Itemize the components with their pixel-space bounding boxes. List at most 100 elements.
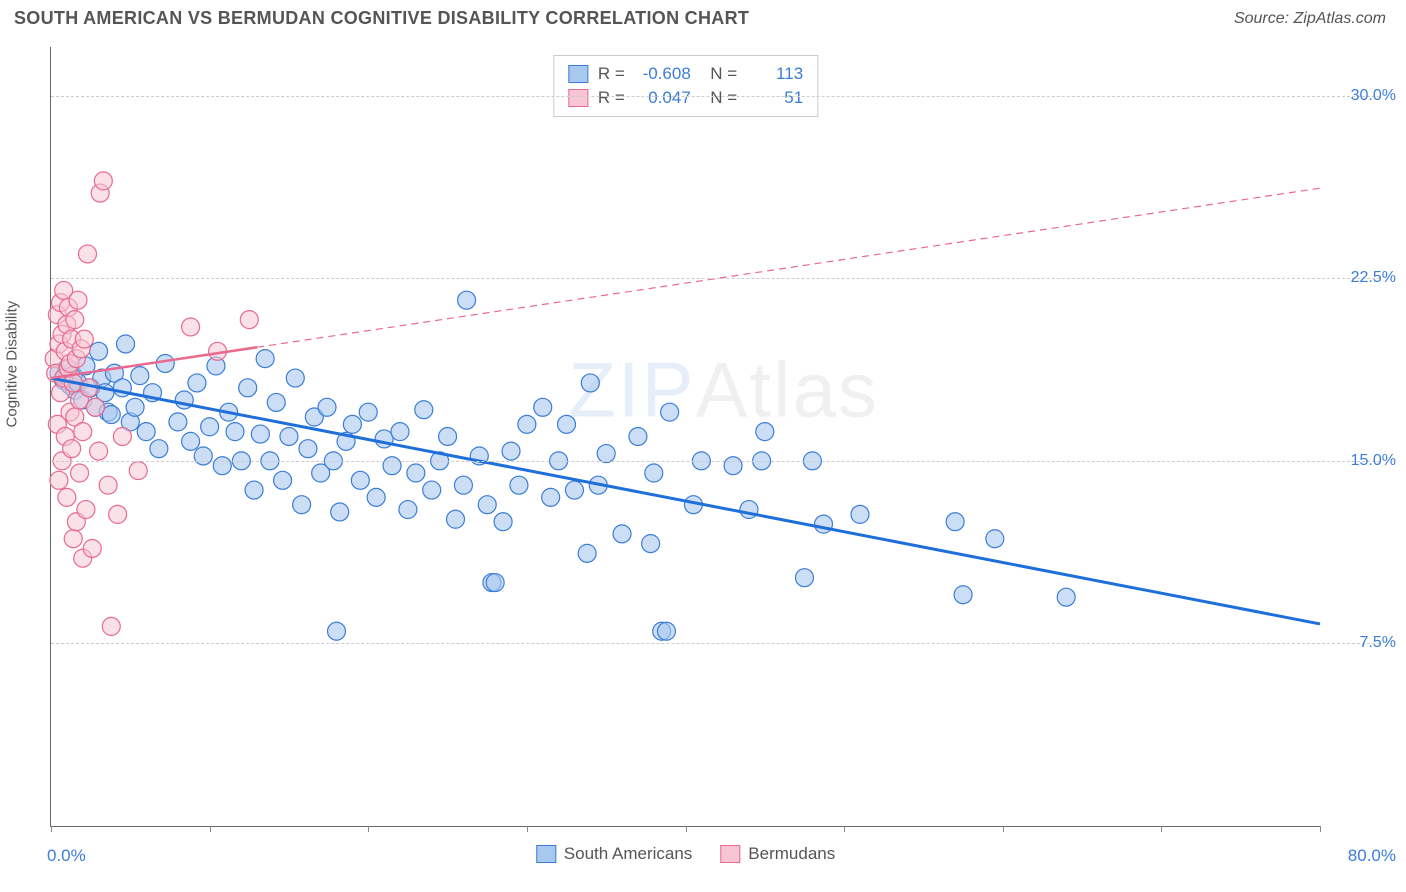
data-point [328, 622, 346, 640]
x-tick [527, 826, 528, 832]
data-point [486, 574, 504, 592]
data-point [274, 471, 292, 489]
data-point [90, 442, 108, 460]
x-origin-label: 0.0% [47, 846, 86, 866]
trend-line-blue [51, 378, 1320, 624]
chart-source: Source: ZipAtlas.com [1234, 10, 1386, 28]
data-point [131, 367, 149, 385]
data-point [613, 525, 631, 543]
data-point [542, 488, 560, 506]
data-point [74, 423, 92, 441]
n-value-pink: 51 [747, 88, 803, 108]
y-tick-label: 7.5% [1360, 634, 1396, 652]
data-point [439, 428, 457, 446]
legend-label-blue: South Americans [564, 844, 693, 864]
data-point [102, 406, 120, 424]
stats-legend: R = -0.608 N = 113 R = 0.047 N = 51 [553, 55, 818, 117]
data-point [986, 530, 1004, 548]
data-point [510, 476, 528, 494]
grid-line [51, 643, 1380, 644]
chart-title: SOUTH AMERICAN VS BERMUDAN COGNITIVE DIS… [14, 8, 749, 29]
data-point [226, 423, 244, 441]
data-point [182, 318, 200, 336]
data-point [280, 428, 298, 446]
data-point [407, 464, 425, 482]
data-point [90, 342, 108, 360]
x-tick [1320, 826, 1321, 832]
data-point [245, 481, 263, 499]
bottom-legend: South Americans Bermudans [536, 844, 835, 864]
data-point [629, 428, 647, 446]
r-value-pink: 0.047 [635, 88, 691, 108]
data-point [494, 513, 512, 531]
data-point [558, 415, 576, 433]
x-tick [51, 826, 52, 832]
data-point [597, 445, 615, 463]
x-tick [1003, 826, 1004, 832]
y-tick-label: 15.0% [1351, 452, 1396, 470]
data-point [201, 418, 219, 436]
data-point [78, 245, 96, 263]
data-point [109, 505, 127, 523]
data-point [534, 398, 552, 416]
grid-line [51, 278, 1380, 279]
data-point [156, 354, 174, 372]
data-point [77, 501, 95, 519]
data-point [267, 393, 285, 411]
data-point [194, 447, 212, 465]
data-point [239, 379, 257, 397]
data-point [213, 457, 231, 475]
x-tick [210, 826, 211, 832]
data-point [415, 401, 433, 419]
chart-header: SOUTH AMERICAN VS BERMUDAN COGNITIVE DIS… [0, 0, 1406, 37]
data-point [58, 488, 76, 506]
data-point [299, 440, 317, 458]
data-point [113, 428, 131, 446]
data-point [240, 311, 258, 329]
data-point [86, 398, 104, 416]
x-tick [1161, 826, 1162, 832]
data-point [447, 510, 465, 528]
data-point [251, 425, 269, 443]
data-point [399, 501, 417, 519]
data-point [286, 369, 304, 387]
y-tick-label: 30.0% [1351, 87, 1396, 105]
data-point [150, 440, 168, 458]
data-point [71, 464, 89, 482]
data-point [64, 530, 82, 548]
data-point [642, 535, 660, 553]
data-point [50, 471, 68, 489]
grid-line [51, 461, 1380, 462]
data-point [657, 622, 675, 640]
data-point [256, 350, 274, 368]
data-point [351, 471, 369, 489]
data-point [565, 481, 583, 499]
swatch-pink-icon [568, 89, 588, 107]
legend-item-pink: Bermudans [720, 844, 835, 864]
data-point [518, 415, 536, 433]
data-point [169, 413, 187, 431]
n-value-blue: 113 [747, 64, 803, 84]
n-label: N = [701, 88, 737, 108]
data-point [343, 415, 361, 433]
n-label: N = [701, 64, 737, 84]
x-tick [368, 826, 369, 832]
chart-container: Cognitive Disability ZIPAtlas R = -0.608… [0, 37, 1406, 877]
data-point [99, 476, 117, 494]
data-point [578, 544, 596, 562]
data-point [117, 335, 135, 353]
data-point [851, 505, 869, 523]
data-point [502, 442, 520, 460]
data-point [454, 476, 472, 494]
plot-svg [51, 47, 1320, 826]
r-value-blue: -0.608 [635, 64, 691, 84]
data-point [367, 488, 385, 506]
data-point [645, 464, 663, 482]
data-point [359, 403, 377, 421]
stats-row-blue: R = -0.608 N = 113 [568, 62, 803, 86]
data-point [126, 398, 144, 416]
grid-line [51, 96, 1380, 97]
data-point [756, 423, 774, 441]
x-tick [686, 826, 687, 832]
data-point [391, 423, 409, 441]
